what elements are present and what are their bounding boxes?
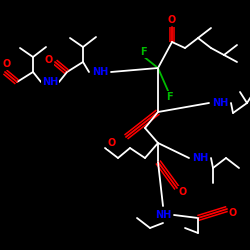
Text: NH: NH <box>212 98 228 108</box>
Text: O: O <box>179 187 187 197</box>
Text: F: F <box>140 47 146 57</box>
Text: NH: NH <box>192 153 208 163</box>
Text: NH: NH <box>155 210 171 220</box>
Text: NH: NH <box>92 67 108 77</box>
Text: O: O <box>108 138 116 148</box>
Text: O: O <box>45 55 53 65</box>
Text: NH: NH <box>42 77 58 87</box>
Text: O: O <box>168 15 176 25</box>
Text: F: F <box>166 92 172 102</box>
Text: O: O <box>3 59 11 69</box>
Text: O: O <box>229 208 237 218</box>
